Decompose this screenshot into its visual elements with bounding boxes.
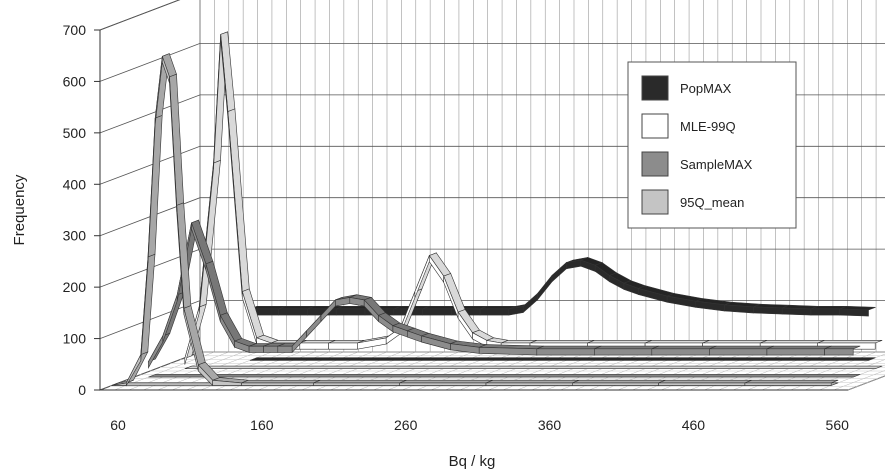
series-segment-front bbox=[709, 348, 768, 356]
series-segment-top bbox=[572, 379, 666, 384]
gridline-horizontal bbox=[99, 43, 885, 82]
floor-gridline bbox=[847, 375, 885, 391]
series-segment-top bbox=[709, 345, 775, 350]
series-segment-front bbox=[313, 382, 401, 386]
series-segment-top bbox=[536, 345, 602, 350]
series-95q-mean bbox=[111, 53, 839, 387]
series-segment-front bbox=[277, 345, 293, 353]
legend-label: SampleMAX bbox=[680, 157, 753, 172]
y-tick-label: 400 bbox=[63, 176, 87, 192]
series-segment-front bbox=[328, 342, 358, 350]
series-segment-front bbox=[744, 382, 832, 386]
legend-label: 95Q_mean bbox=[680, 195, 744, 210]
series-segment-top bbox=[744, 379, 839, 384]
series-segment-top bbox=[587, 339, 653, 344]
series-segment-top bbox=[399, 379, 494, 384]
y-tick-label: 0 bbox=[78, 382, 86, 398]
gridline-horizontal bbox=[99, 0, 181, 31]
series-segment-front bbox=[263, 345, 279, 353]
series-segment-front bbox=[299, 342, 329, 350]
x-tick-label: 260 bbox=[394, 417, 418, 433]
series-segment-top bbox=[644, 339, 710, 344]
legend: PopMAX MLE-99Q SampleMAX 95Q_mean bbox=[627, 61, 797, 229]
series-segment-top bbox=[817, 339, 883, 344]
series-segment-front bbox=[753, 306, 783, 315]
series-segment-front bbox=[478, 346, 538, 356]
series-segment-front bbox=[399, 382, 487, 386]
x-tick-label: 560 bbox=[826, 417, 850, 433]
series-segment-front bbox=[593, 348, 653, 356]
series-segment-top bbox=[658, 379, 753, 384]
series-layer bbox=[111, 31, 883, 387]
x-tick-label: 460 bbox=[682, 417, 706, 433]
side-wall bbox=[99, 0, 201, 391]
legend-swatch bbox=[641, 113, 669, 139]
series-segment-top bbox=[313, 379, 407, 384]
series-segment-front bbox=[335, 308, 366, 316]
legend-swatch bbox=[641, 189, 669, 215]
series-segment-front bbox=[485, 382, 573, 386]
series-segment-front bbox=[422, 308, 452, 316]
series-segment-front bbox=[278, 308, 308, 316]
y-tick-label: 200 bbox=[63, 279, 87, 295]
y-tick-label: 500 bbox=[63, 125, 87, 141]
series-segment-front bbox=[571, 382, 659, 386]
legend-label: PopMAX bbox=[680, 81, 732, 96]
series-segment-front bbox=[479, 308, 510, 316]
y-tick-label: 100 bbox=[63, 331, 87, 347]
series-segment-top bbox=[760, 339, 825, 344]
series-segment-top bbox=[241, 379, 321, 384]
series-segment-top bbox=[651, 345, 717, 350]
x-tick-label: 60 bbox=[110, 417, 126, 433]
axis-layer: 0 100 200 300 400 500 600 700 60 160 260 360 460 560 bbox=[63, 22, 849, 433]
series-base bbox=[249, 357, 876, 361]
series-segment-front bbox=[810, 308, 841, 316]
series-segment-front bbox=[766, 348, 825, 356]
legend-items: PopMAX MLE-99Q SampleMAX 95Q_mean bbox=[641, 75, 753, 215]
y-tick-label: 600 bbox=[63, 73, 87, 89]
series-segment-front bbox=[839, 308, 869, 317]
series-segment-top bbox=[824, 345, 861, 350]
series-segment-top bbox=[766, 345, 832, 350]
x-tick-label: 160 bbox=[250, 417, 274, 433]
y-axis-title: Frequency bbox=[11, 174, 28, 245]
series-segment-top bbox=[702, 339, 768, 344]
series-segment-front bbox=[248, 345, 264, 353]
x-axis-title: Bq / kg bbox=[449, 453, 496, 470]
y-tick-label: 700 bbox=[63, 22, 87, 38]
series-segment-front bbox=[781, 307, 812, 316]
series-segment-front bbox=[651, 348, 710, 356]
series-segment-front bbox=[658, 382, 746, 386]
x-tick-label: 360 bbox=[538, 417, 562, 433]
series-segment-front bbox=[241, 382, 314, 386]
series-base bbox=[184, 365, 883, 370]
series-segment-top bbox=[594, 345, 659, 350]
series-segment-front bbox=[824, 348, 854, 356]
series-segment-front bbox=[536, 348, 595, 356]
legend-label: MLE-99Q bbox=[680, 119, 736, 134]
y-tick-label: 300 bbox=[63, 228, 87, 244]
legend-swatch bbox=[641, 151, 669, 177]
series-base bbox=[148, 374, 861, 378]
series-segment-top bbox=[529, 339, 595, 344]
legend-swatch bbox=[641, 75, 669, 101]
series-segment-top bbox=[485, 379, 580, 384]
